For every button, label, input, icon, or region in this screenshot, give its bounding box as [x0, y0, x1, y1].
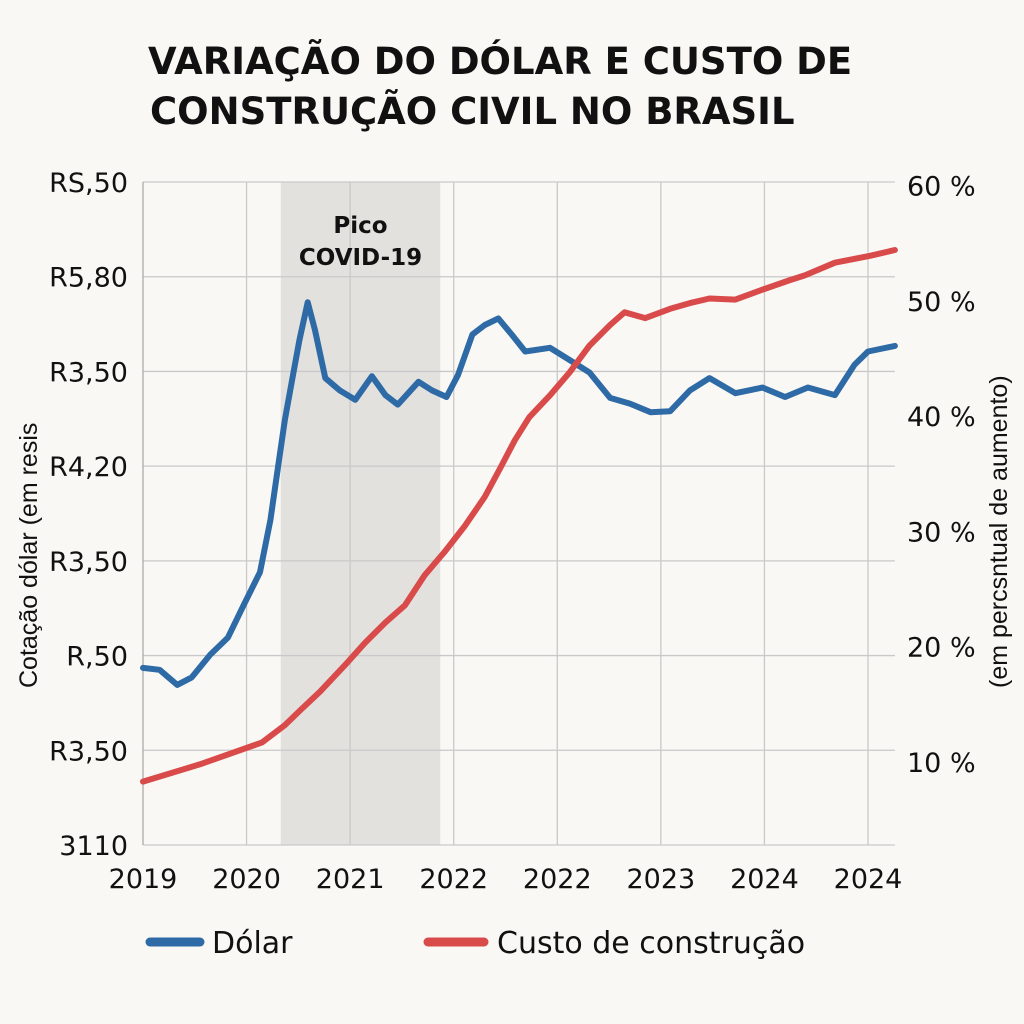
y-left-tick-label: R3,50: [49, 357, 128, 388]
y-left-tick-label: RS,50: [49, 168, 128, 199]
y-left-tick-label: R3,50: [49, 736, 128, 767]
chart-title-line-1: VARIAÇÃO DO DÓLAR E CUSTO DE: [148, 39, 852, 83]
y-right-tick-label: 60 %: [907, 171, 976, 202]
y-left-tick-label: R3,50: [49, 547, 128, 578]
legend: Dólar Custo de construção: [145, 926, 805, 961]
x-tick-label: 2023: [626, 864, 695, 895]
y-right-tick-label: 10 %: [907, 748, 976, 779]
x-tick-label: 2019: [109, 864, 178, 895]
series-line-dolar: [140, 299, 898, 688]
x-tick-label: 2020: [212, 864, 281, 895]
y-left-tick-label: R,50: [66, 642, 128, 673]
y-right-tick-label: 40 %: [907, 402, 976, 433]
x-tick-label: 2021: [316, 864, 385, 895]
x-tick-label: 2024: [834, 864, 903, 895]
y-left-tick-label: R5,80: [49, 263, 128, 294]
covid-annotation-label: Pico: [333, 213, 387, 239]
y-axis-right-label: (em percsntual de aumento): [985, 375, 1013, 688]
plot-area: 3110 R3,50 R,50 R3,50 R4,20 R3,50 R5,80 RS,50 20…: [49, 168, 976, 895]
y-right-tick-label: 50 %: [907, 287, 976, 318]
y-right-tick-label: 20 %: [907, 633, 976, 664]
y-axis-left-label: Cotação dólar (em resis: [15, 423, 43, 688]
y-left-tick-label: 3110: [59, 831, 128, 862]
x-tick-label: 2022: [523, 864, 592, 895]
y-left-tick-label: R4,20: [49, 452, 128, 483]
covid-shaded-region: [280, 182, 441, 845]
y-right-tick-label: 30 %: [907, 517, 976, 548]
covid-annotation-label: COVID-19: [299, 245, 422, 271]
x-tick-label: 2024: [730, 864, 799, 895]
chart-title-line-2: CONSTRUÇÃO CIVIL NO BRASIL: [150, 89, 795, 133]
series-line-custo: [140, 247, 898, 785]
legend-label-dolar: Dólar: [212, 926, 293, 961]
x-tick-label: 2022: [419, 864, 488, 895]
legend-label-custo: Custo de construção: [497, 926, 805, 961]
